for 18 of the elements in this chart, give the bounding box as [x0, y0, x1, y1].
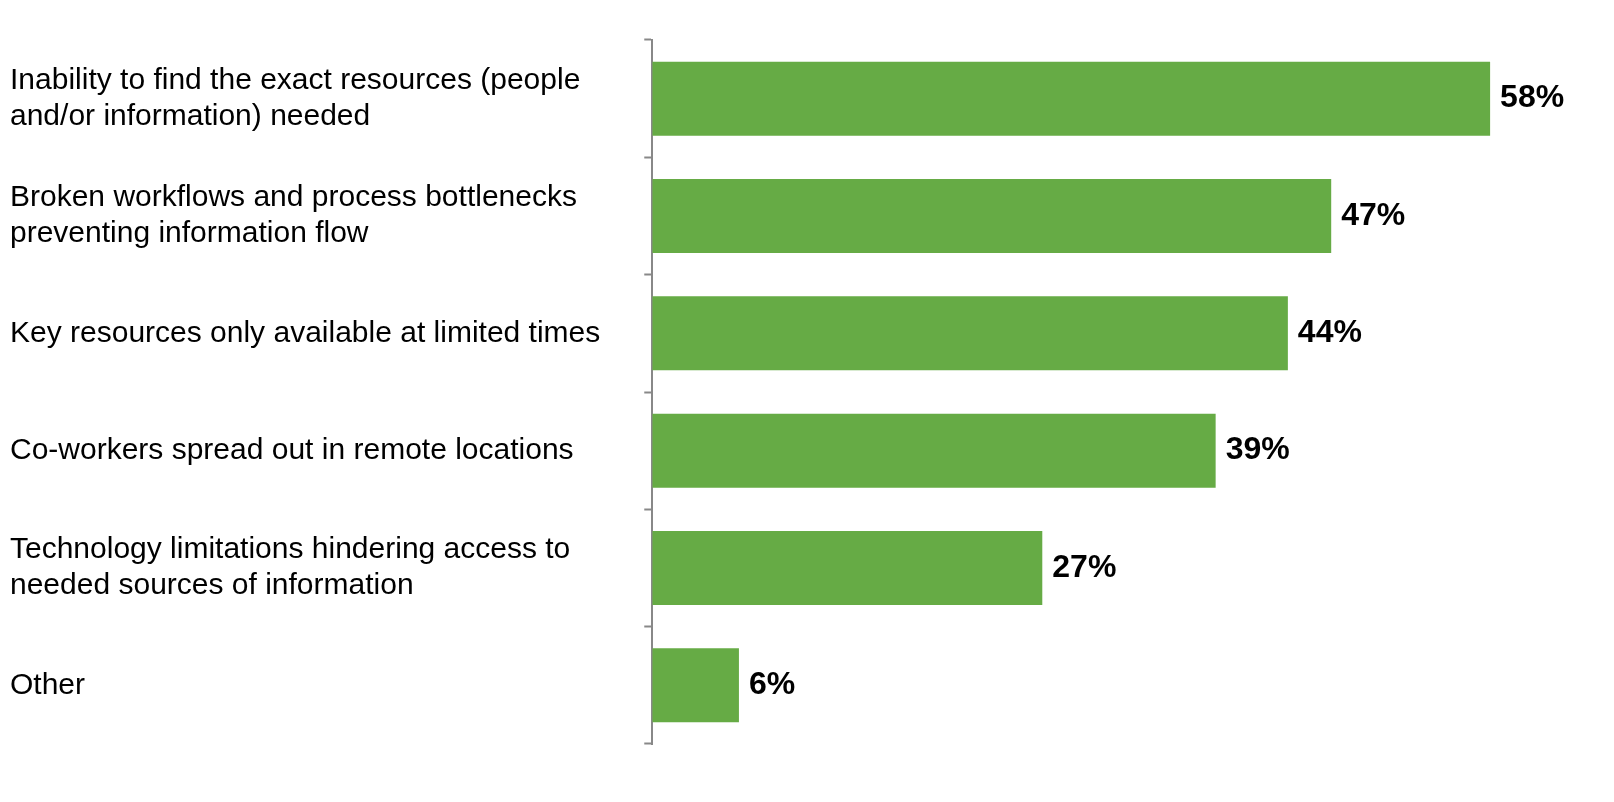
bar — [652, 179, 1332, 253]
data-label: 27% — [1052, 547, 1117, 584]
data-label: 58% — [1500, 78, 1565, 115]
bar — [652, 61, 1491, 136]
data-label: 6% — [748, 665, 796, 702]
y-tick-label: Co-workers spread out in remote locations — [10, 431, 574, 465]
y-tick-label: Technology limitations hindering access to needed sources of information — [10, 531, 571, 601]
bar — [652, 413, 1216, 488]
data-label: 39% — [1225, 430, 1290, 467]
y-tick-label: Broken workflows and process bottlenecks preventing information flow — [10, 179, 577, 249]
y-tick-label: Key resources only available at limited times — [10, 314, 601, 348]
y-tick-label: Other — [10, 666, 86, 700]
data-label: 44% — [1297, 313, 1362, 350]
bar — [652, 648, 739, 723]
data-label: 47% — [1341, 195, 1406, 232]
y-tick-label: Inability to find the exact resources (people and/or information) needed — [10, 61, 581, 131]
bar — [652, 296, 1288, 371]
bar — [652, 531, 1043, 605]
